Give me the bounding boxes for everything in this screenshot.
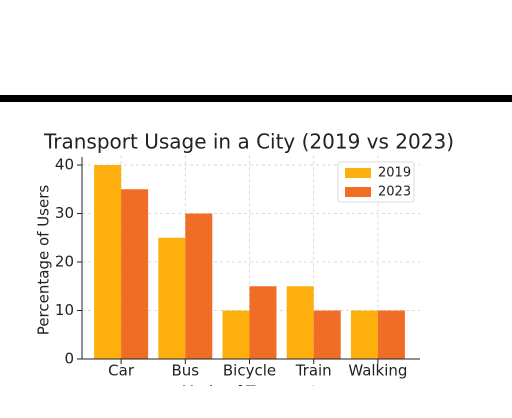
bar (377, 310, 405, 359)
x-tick-label: Train (295, 362, 332, 380)
divider-bar (0, 95, 512, 102)
y-tick-label: 40 (55, 156, 74, 174)
x-tick-label: Car (108, 362, 135, 380)
bar (350, 310, 378, 359)
y-tick-label: 0 (64, 350, 74, 368)
bar (286, 286, 314, 359)
y-tick-label: 30 (55, 204, 74, 222)
bar (121, 189, 149, 359)
chart-title: Transport Usage in a City (2019 vs 2023) (43, 130, 454, 154)
x-tick-label: Bicycle (223, 362, 276, 380)
bar (185, 213, 213, 359)
x-tick-label: Bus (171, 362, 199, 380)
legend-label: 2019 (378, 166, 411, 181)
legend-label: 2023 (378, 185, 411, 200)
y-tick-label: 10 (55, 301, 74, 319)
legend-swatch (345, 187, 371, 197)
x-tick-label: Walking (348, 362, 407, 380)
bar (158, 237, 186, 359)
x-axis-label: Mode of Transport (181, 383, 316, 401)
legend-swatch (345, 168, 371, 178)
y-axis-label: Percentage of Users (35, 185, 53, 336)
bar (222, 310, 250, 359)
bar (313, 310, 341, 359)
bar (94, 165, 122, 359)
x-label-group: Mode of Transport (181, 383, 316, 401)
y-tick-label: 20 (55, 253, 74, 271)
plot: 0 10 20 30 40 Car Bus Bicycle Train Walking 2019 20… (55, 155, 420, 380)
bar (249, 286, 277, 359)
